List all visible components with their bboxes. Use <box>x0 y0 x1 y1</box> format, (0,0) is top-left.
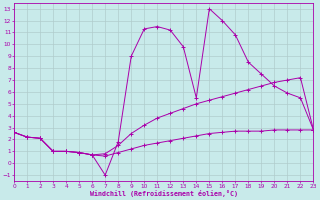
X-axis label: Windchill (Refroidissement éolien,°C): Windchill (Refroidissement éolien,°C) <box>90 190 238 197</box>
